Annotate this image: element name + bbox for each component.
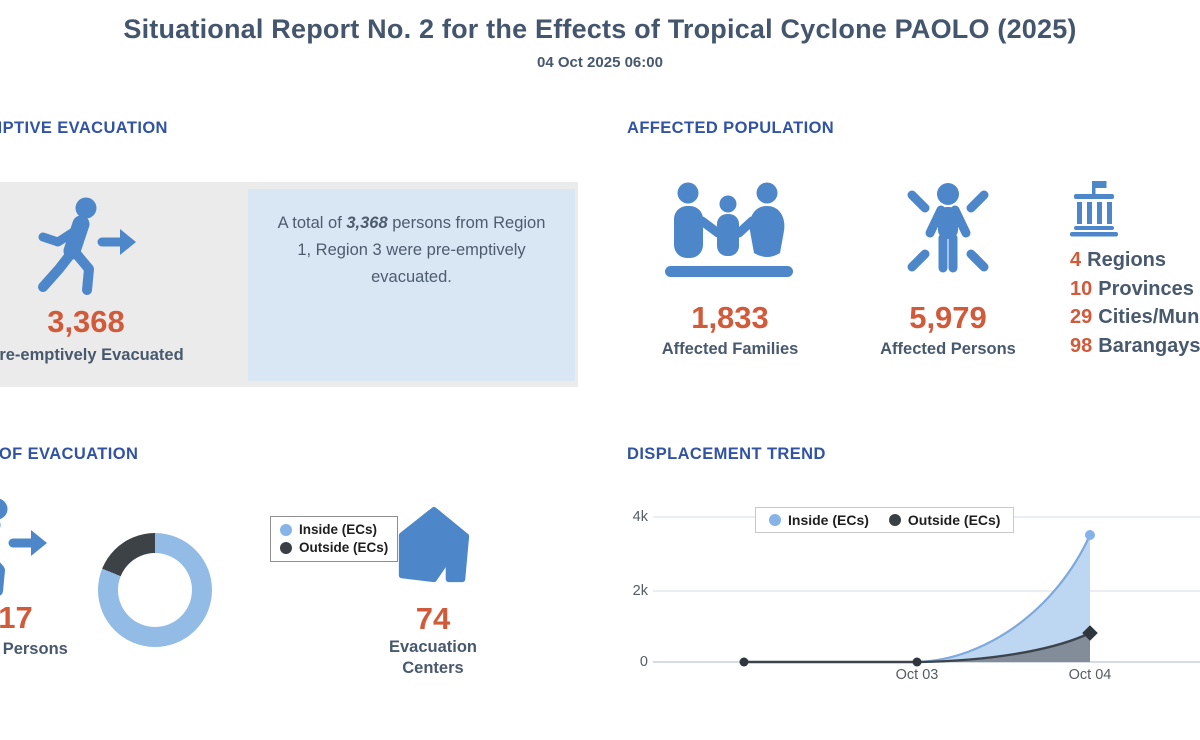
inside-ecs-area <box>917 535 1090 662</box>
xtick-oct-04: Oct 04 <box>1068 667 1112 683</box>
admin-row-regions: 4 Regions <box>1070 246 1200 275</box>
note-text-suffix: persons from Region 1, Region 3 were pre… <box>297 214 546 286</box>
outside-ecs-line <box>744 631 1091 664</box>
displaced-walking-arrow-icon <box>0 498 47 596</box>
outside-ecs-dot-icon <box>280 542 292 554</box>
inside-ecs-dot-icon <box>769 514 781 526</box>
section-heading-affected-population: AFFECTED POPULATION <box>627 119 835 137</box>
affected-person-rays-icon <box>907 183 989 273</box>
admin-row-barangays: 98 Barangays <box>1070 332 1200 361</box>
data-point-markers <box>739 530 1098 667</box>
regions-count: 4 <box>1070 249 1082 271</box>
note-text-prefix: A total of <box>277 214 347 232</box>
trend-legend-outside-label: Outside (ECs) <box>907 512 1001 528</box>
page-subtitle: 04 Oct 2025 06:00 <box>537 54 663 71</box>
preemptive-evacuated-label: Pre-emptively Evacuated <box>0 346 184 364</box>
evacuee-walking-arrow-icon <box>38 197 136 295</box>
ytick-0: 0 <box>639 654 648 670</box>
displaced-persons-value: 4,317 <box>0 600 33 635</box>
donut-legend-inside-label: Inside (ECs) <box>299 522 378 537</box>
note-text-value: 3,368 <box>346 214 388 232</box>
donut-legend-item-inside: Inside (ECs) <box>280 521 388 539</box>
outside-ecs-dot-icon <box>888 514 901 526</box>
admin-row-provinces: 10 Provinces <box>1070 275 1200 304</box>
barangays-count: 98 <box>1070 334 1093 357</box>
ytick-4k: 4k <box>632 509 648 525</box>
trend-legend-item-inside: Inside (ECs) <box>769 512 869 528</box>
affected-families-label: Affected Families <box>661 340 799 358</box>
displaced-persons-label: Displaced Persons <box>0 640 68 658</box>
evacuation-centers-label-line1: Evacuation <box>388 638 478 656</box>
inside-ecs-dot-icon <box>280 524 292 536</box>
outside-ecs-area <box>917 633 1090 662</box>
government-building-icon <box>1070 181 1118 237</box>
section-heading-displacement-trend: DISPLACEMENT TREND <box>627 445 826 463</box>
cities-count: 29 <box>1070 306 1093 328</box>
provinces-count: 10 <box>1070 277 1093 300</box>
section-heading-preemptive-evacuation: PRE-EMPTIVE EVACUATION <box>0 119 168 137</box>
affected-families-value: 1,833 <box>691 300 769 335</box>
evacuation-centers-label-line2: Centers <box>402 659 464 677</box>
family-group-icon <box>665 182 793 277</box>
affected-persons-value: 5,979 <box>909 300 987 335</box>
evacuation-center-house-icon <box>398 506 470 583</box>
donut-legend-item-outside: Outside (ECs) <box>280 539 388 557</box>
evacuation-centers-value: 74 <box>415 601 451 636</box>
trend-legend-inside-label: Inside (ECs) <box>788 512 869 528</box>
donut-legend: Inside (ECs) Outside (ECs) <box>270 516 398 562</box>
preemptive-note-box: A total of 3,368 persons from Region 1, … <box>248 189 575 381</box>
affected-persons-label: Affected Persons <box>880 340 1016 358</box>
ytick-2k: 2k <box>632 583 648 599</box>
regions-label: Regions <box>1087 249 1167 271</box>
barangays-label: Barangays <box>1098 334 1200 357</box>
trend-legend-item-outside: Outside (ECs) <box>888 512 1001 528</box>
inside-ecs-line <box>916 534 1092 664</box>
trend-legend: Inside (ECs) Outside (ECs) <box>755 507 1015 533</box>
donut-legend-outside-label: Outside (ECs) <box>299 540 389 555</box>
gridlines <box>653 516 1200 663</box>
cities-label: Cities/Municipalities <box>1098 306 1200 328</box>
page-title: Situational Report No. 2 for the Effects… <box>123 14 1077 44</box>
displacement-trend-chart <box>653 516 1200 667</box>
provinces-label: Provinces <box>1098 277 1194 300</box>
section-heading-status-of-evacuation: STATUS OF EVACUATION <box>0 445 139 463</box>
donut-chart-evacuation-status <box>98 533 212 647</box>
xtick-oct-03: Oct 03 <box>895 667 939 683</box>
preemptive-evacuated-value: 3,368 <box>47 304 125 339</box>
